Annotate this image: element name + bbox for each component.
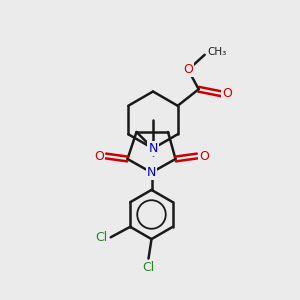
Text: N: N (147, 166, 156, 179)
Text: N: N (148, 142, 158, 155)
Text: CH₃: CH₃ (207, 47, 226, 57)
Text: O: O (199, 149, 208, 163)
Text: O: O (222, 87, 232, 100)
Text: O: O (183, 63, 193, 76)
Text: Cl: Cl (96, 231, 108, 244)
Text: O: O (94, 149, 104, 163)
Text: Cl: Cl (142, 261, 154, 274)
